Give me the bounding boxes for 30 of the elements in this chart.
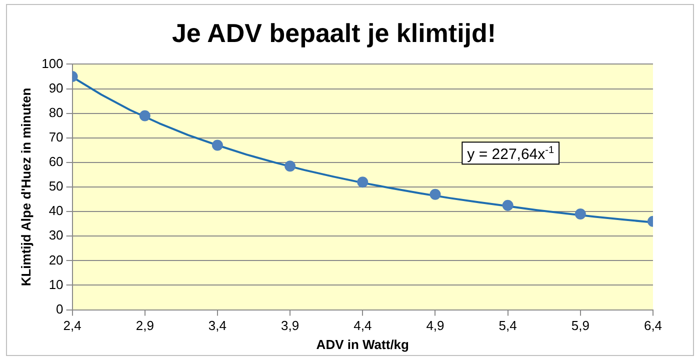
point [430,188,441,200]
y-tick-label: 20 [48,252,64,268]
x-axis-title: ADV in Watt/kg [316,336,410,352]
point [574,208,586,220]
chart-title: Je ADV bepaalt je klimtijd! [172,18,496,48]
point [284,160,296,172]
y-tick-label: 70 [48,129,64,144]
point [357,176,368,188]
y-tick-label: 30 [48,228,64,243]
y-tick-label: 60 [48,154,64,170]
y-tick-label: 100 [42,56,64,71]
x-tick-label: 5,4 [498,318,517,334]
y-tick-label: 0 [56,301,64,316]
point [139,110,150,122]
y-tick-label: 10 [48,276,64,292]
x-tick-label: 2,9 [136,318,154,334]
point [502,200,514,211]
y-tick-label: 50 [48,178,64,194]
y-tick-label: 80 [48,104,64,120]
x-tick-label: 2,4 [63,318,82,334]
y-tick-label: 90 [48,80,64,96]
y-tick-label: 40 [48,203,64,218]
y-axis-title: KLimtijd Alpe d'Huez in minuten [18,88,34,286]
x-tick-label: 3,4 [208,318,227,334]
x-tick-label: 3,9 [281,318,300,334]
x-tick-label: 6,4 [644,318,662,334]
x-tick-label: 5,9 [571,318,590,334]
point [212,140,223,151]
x-tick-label: 4,4 [354,318,372,334]
x-tick-label: 4,9 [426,318,444,334]
